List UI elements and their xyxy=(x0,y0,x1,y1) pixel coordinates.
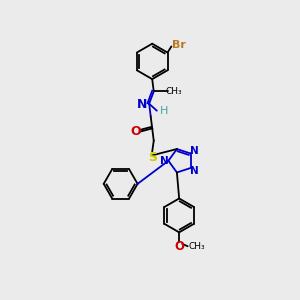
Text: N: N xyxy=(190,146,199,156)
Text: O: O xyxy=(130,125,141,138)
Text: N: N xyxy=(160,156,168,166)
Text: Br: Br xyxy=(172,40,186,50)
Text: N: N xyxy=(190,166,199,176)
Text: S: S xyxy=(148,151,157,164)
Text: CH₃: CH₃ xyxy=(189,242,205,251)
Text: CH₃: CH₃ xyxy=(166,87,182,96)
Text: O: O xyxy=(174,240,184,253)
Text: N: N xyxy=(137,98,147,111)
Text: H: H xyxy=(160,106,168,116)
